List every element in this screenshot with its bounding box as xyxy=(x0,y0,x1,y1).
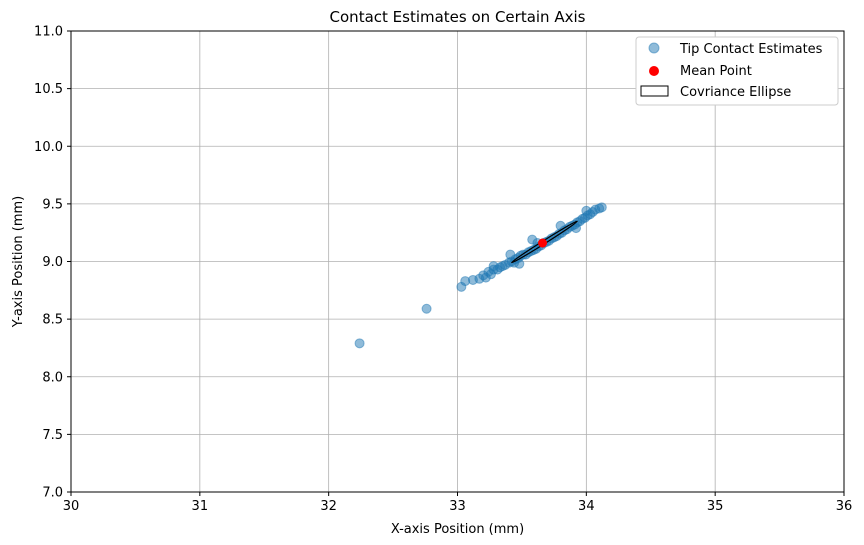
mean-point xyxy=(538,238,548,248)
y-tick-label: 9.5 xyxy=(42,197,63,212)
legend-frame xyxy=(635,36,839,106)
legend-marker-ellipse xyxy=(640,85,669,97)
mean-point-layer xyxy=(538,238,548,248)
tip-contact-point xyxy=(581,205,592,216)
grid xyxy=(70,30,845,493)
legend-marker-mean-point xyxy=(649,66,659,76)
x-tick-label: 33 xyxy=(449,499,466,514)
data-points xyxy=(354,202,607,349)
legend-marker-tip-contact xyxy=(648,42,660,54)
tip-contact-point xyxy=(571,223,582,234)
x-tick-label: 32 xyxy=(320,499,337,514)
legend: Tip Contact Estimates Mean Point Covrian… xyxy=(635,36,839,106)
x-tick-label: 35 xyxy=(707,499,724,514)
legend-label-tip-contact: Tip Contact Estimates xyxy=(679,42,823,57)
tip-contact-point xyxy=(505,249,516,260)
y-tick-label: 10.5 xyxy=(34,82,63,97)
x-tick-label: 36 xyxy=(836,499,853,514)
chart-title: Contact Estimates on Certain Axis xyxy=(330,8,586,26)
y-axis-ticks: 7.0 7.5 8.0 8.5 9.0 9.5 10.0 10.5 11.0 xyxy=(34,25,71,501)
tip-contact-point xyxy=(596,202,607,213)
tip-contact-point xyxy=(421,303,432,314)
x-tick-label: 31 xyxy=(192,499,209,514)
y-tick-label: 9.0 xyxy=(42,255,63,270)
y-tick-label: 7.5 xyxy=(42,428,63,443)
legend-label-ellipse: Covriance Ellipse xyxy=(680,85,791,100)
y-axis-label: Y-axis Position (mm) xyxy=(11,196,26,329)
x-tick-label: 30 xyxy=(63,499,80,514)
y-tick-label: 10.0 xyxy=(34,140,63,155)
x-axis-ticks: 30 31 32 33 34 35 36 xyxy=(63,492,853,514)
tip-contact-point xyxy=(354,338,365,349)
x-tick-label: 34 xyxy=(578,499,595,514)
y-tick-label: 8.5 xyxy=(42,313,63,328)
y-tick-label: 8.0 xyxy=(42,370,63,385)
x-axis-label: X-axis Position (mm) xyxy=(391,522,524,537)
legend-label-mean-point: Mean Point xyxy=(680,64,752,79)
y-tick-label: 11.0 xyxy=(34,25,63,40)
y-tick-label: 7.0 xyxy=(42,486,63,501)
